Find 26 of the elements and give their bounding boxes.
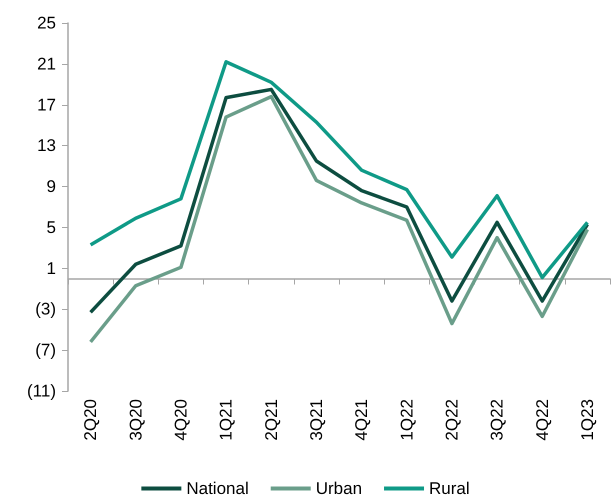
x-tick-label: 1Q21 (216, 399, 236, 441)
legend-label: Urban (316, 479, 362, 498)
x-tick-label: 3Q22 (488, 399, 507, 441)
legend-label: Rural (429, 479, 470, 498)
y-tick-label: 13 (37, 136, 56, 156)
y-tick-label: 17 (37, 95, 56, 114)
x-tick-label: 3Q20 (126, 399, 146, 441)
y-tick-label: 5 (46, 218, 56, 237)
line-series (88, 60, 590, 280)
x-tick-label: 4Q21 (352, 399, 372, 441)
x-tick-label: 2Q21 (262, 399, 281, 441)
y-tick-label: 1 (46, 258, 56, 278)
y-tick-label: 21 (37, 54, 56, 74)
x-tick-label: 4Q20 (171, 399, 190, 441)
y-tick-label: 25 (37, 14, 56, 32)
x-tick-label: 3Q21 (306, 399, 326, 441)
x-tick-label: 4Q22 (532, 399, 552, 441)
x-tick-label: 2Q20 (81, 399, 100, 441)
y-tick-label: 9 (46, 177, 56, 196)
x-tick-label: 2Q22 (442, 399, 462, 441)
x-tick-label: 1Q22 (397, 399, 416, 441)
y-tick-label: (3) (35, 300, 56, 319)
legend-label: National (186, 479, 249, 498)
y-tick-label: (7) (35, 340, 56, 360)
y-tick-label: (11) (27, 382, 56, 400)
x-tick-label: 1Q23 (578, 399, 597, 441)
